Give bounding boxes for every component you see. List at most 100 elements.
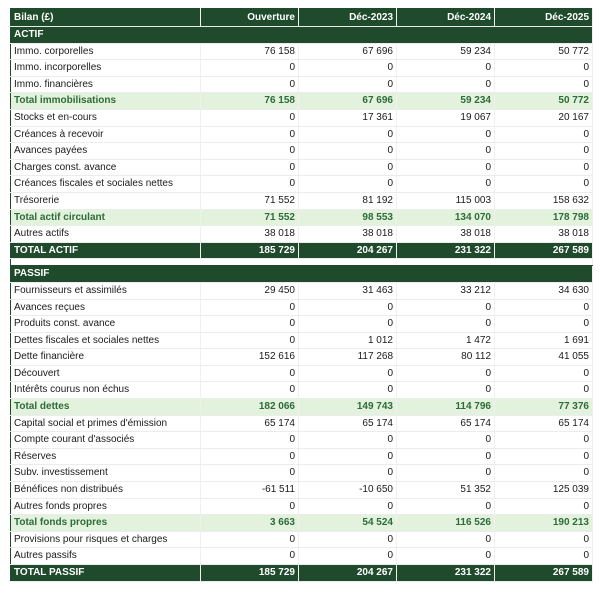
value-cell: 54 524 (298, 514, 397, 532)
value-cell: 0 (396, 76, 495, 94)
label-cell: Créances fiscales et sociales nettes (10, 175, 201, 193)
value-cell: 0 (494, 126, 593, 144)
value-cell: 41 055 (494, 348, 593, 366)
header-cell: Déc-2023 (298, 8, 397, 27)
value-cell: 0 (494, 464, 593, 483)
value-cell: 0 (298, 464, 397, 483)
value-cell: 0 (494, 159, 593, 177)
value-cell: 0 (494, 431, 593, 449)
value-cell: 81 192 (298, 192, 397, 210)
value-cell: 0 (298, 175, 397, 193)
row: Autres passifs 0 0 0 0 (10, 547, 593, 565)
spacer-cell (10, 258, 593, 267)
value-cell: 0 (494, 498, 593, 516)
label-cell: Avances payées (10, 142, 201, 160)
value-cell: 59 234 (396, 43, 495, 61)
section-row: ACTIF (10, 26, 593, 44)
row: Immo. incorporelles 0 0 0 0 (10, 59, 593, 77)
value-cell: 0 (298, 142, 397, 160)
value-cell: 0 (396, 464, 495, 483)
value-cell: 1 691 (494, 332, 593, 350)
value-cell: 158 632 (494, 192, 593, 210)
value-cell: 0 (200, 159, 299, 177)
value-cell: 0 (494, 175, 593, 193)
label-cell: Autres passifs (10, 547, 201, 565)
row: Avances payées 0 0 0 0 (10, 142, 593, 160)
label-cell: Autres actifs (10, 225, 201, 243)
row: Créances à recevoir 0 0 0 0 (10, 126, 593, 144)
value-cell: 38 018 (396, 225, 495, 243)
row: Produits const. avance 0 0 0 0 (10, 315, 593, 333)
label-cell: Fournisseurs et assimilés (10, 282, 201, 300)
subtotal-row: Total immobilisations 76 158 67 696 59 234 5… (10, 92, 593, 110)
value-cell: 0 (200, 315, 299, 333)
value-cell: 17 361 (298, 109, 397, 127)
value-cell: 0 (298, 547, 397, 565)
value-cell: 51 352 (396, 481, 495, 499)
label-cell: Immo. incorporelles (10, 59, 201, 77)
value-cell: 76 158 (200, 43, 299, 61)
label-cell: Immo. financières (10, 76, 201, 94)
label-cell: Produits const. avance (10, 315, 201, 333)
value-cell: 0 (396, 381, 495, 400)
subtotal-row: Total dettes 182 066 149 743 114 796 77 376 (10, 398, 593, 416)
value-cell: 0 (298, 365, 397, 383)
label-cell: TOTAL PASSIF (10, 564, 201, 582)
value-cell: 0 (200, 531, 299, 549)
value-cell: 80 112 (396, 348, 495, 366)
value-cell: 125 039 (494, 481, 593, 499)
value-cell: 0 (298, 315, 397, 333)
value-cell: 0 (298, 299, 397, 317)
label-cell: Réserves (10, 448, 201, 466)
value-cell: 0 (494, 531, 593, 549)
value-cell: 182 066 (200, 398, 299, 416)
value-cell: 0 (494, 76, 593, 94)
value-cell: 149 743 (298, 398, 397, 416)
value-cell: 0 (200, 126, 299, 144)
value-cell: 19 067 (396, 109, 495, 127)
section-title: PASSIF (10, 265, 593, 283)
value-cell: 31 463 (298, 282, 397, 300)
value-cell: 0 (200, 365, 299, 383)
value-cell: 0 (200, 59, 299, 77)
value-cell: 71 552 (200, 209, 299, 227)
row: Dette financière 152 616 117 268 80 112 41 0… (10, 348, 593, 366)
value-cell: 0 (396, 498, 495, 516)
table: Bilan (£) Ouverture Déc-2023 Déc-2024 Déc-20… (10, 8, 593, 582)
value-cell: 0 (298, 126, 397, 144)
value-cell: 152 616 (200, 348, 299, 366)
value-cell: 0 (396, 59, 495, 77)
value-cell: 0 (298, 76, 397, 94)
row: Compte courant d'associés 0 0 0 0 (10, 431, 593, 449)
value-cell: 34 630 (494, 282, 593, 300)
label-cell: Capital social et primes d'émission (10, 415, 201, 433)
label-cell: Total immobilisations (10, 92, 201, 110)
value-cell: 98 553 (298, 209, 397, 227)
label-cell: TOTAL ACTIF (10, 242, 201, 260)
value-cell: 0 (396, 431, 495, 449)
label-cell: Stocks et en-cours (10, 109, 201, 127)
value-cell: 114 796 (396, 398, 495, 416)
row: Autres fonds propres 0 0 0 0 (10, 498, 593, 516)
value-cell: 0 (494, 547, 593, 565)
value-cell: 134 070 (396, 209, 495, 227)
value-cell: 38 018 (298, 225, 397, 243)
value-cell: 0 (200, 142, 299, 160)
value-cell: 0 (494, 299, 593, 317)
value-cell: 204 267 (298, 242, 397, 260)
value-cell: 231 322 (396, 242, 495, 260)
row: Stocks et en-cours 0 17 361 19 067 20 167 (10, 109, 593, 127)
label-cell: Total fonds propres (10, 514, 201, 532)
value-cell: 0 (200, 498, 299, 516)
value-cell: 0 (494, 381, 593, 400)
value-cell: -61 511 (200, 481, 299, 499)
value-cell: 65 174 (200, 415, 299, 433)
label-cell: Subv. investissement (10, 464, 201, 483)
value-cell: 0 (200, 547, 299, 565)
label-cell: Créances à recevoir (10, 126, 201, 144)
label-cell: Avances reçues (10, 299, 201, 317)
label-cell: Intérêts courus non échus (10, 381, 201, 400)
value-cell: 0 (396, 175, 495, 193)
value-cell: 67 696 (298, 43, 397, 61)
